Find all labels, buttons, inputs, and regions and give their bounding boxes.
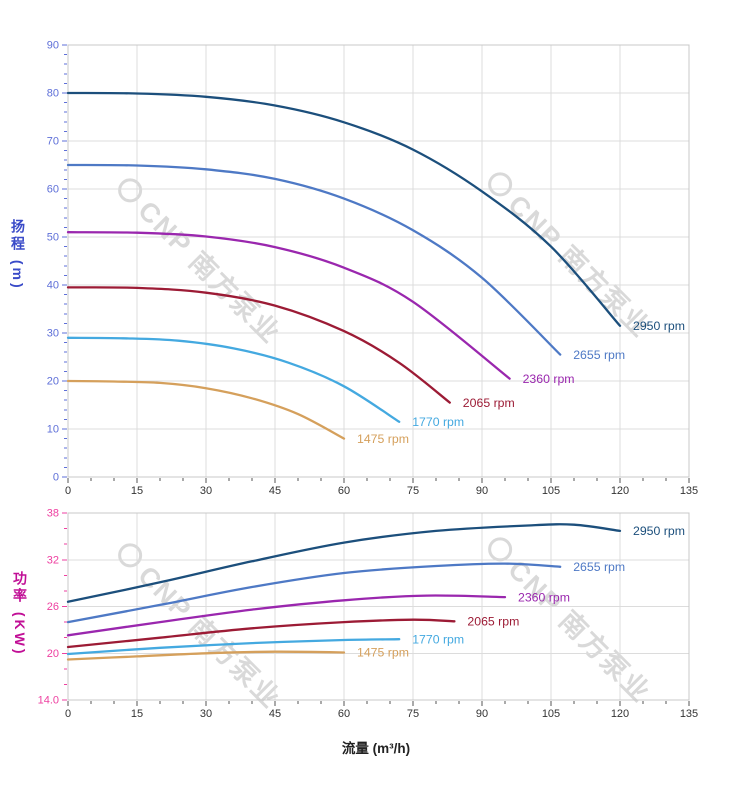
y-tick-label: 38 xyxy=(47,508,59,520)
curve-label-1770-rpm: 1770 rpm xyxy=(412,415,464,429)
x-tick-label: 75 xyxy=(407,708,419,720)
curve-label-2360-rpm: 2360 rpm xyxy=(523,372,575,386)
power-flow-chart: 0 15 30 45 60 75 90 105 120 135 14.0 20 26 32 38 2950 r… xyxy=(38,508,699,721)
curve-label-2655-rpm: 2655 rpm xyxy=(573,560,625,574)
curve-2065-rpm xyxy=(66,618,456,649)
x-tick-label: 0 xyxy=(65,708,71,720)
curve-1770-rpm xyxy=(66,336,401,423)
curve-2655-rpm xyxy=(66,562,562,624)
x-tick-label: 105 xyxy=(542,708,560,720)
x-tick-label: 105 xyxy=(542,485,560,497)
curve-label-2950-rpm: 2950 rpm xyxy=(633,524,685,538)
x-tick-label: 30 xyxy=(200,485,212,497)
plot-border xyxy=(67,512,690,701)
y-tick-label: 20 xyxy=(47,648,59,660)
x-tick-label: 135 xyxy=(680,485,698,497)
curve-1475-rpm xyxy=(66,650,346,661)
y-tick-label: 20 xyxy=(47,376,59,388)
x-tick-label: 120 xyxy=(611,708,629,720)
curve-2950-rpm xyxy=(66,523,622,603)
y-tick-label: 60 xyxy=(47,184,59,196)
curve-label-2065-rpm: 2065 rpm xyxy=(463,396,515,410)
x-tick-label: 15 xyxy=(131,485,143,497)
curve-label-1475-rpm: 1475 rpm xyxy=(357,646,409,660)
y-tick-label: 14.0 xyxy=(38,695,59,707)
curve-label-2655-rpm: 2655 rpm xyxy=(573,348,625,362)
curve-label-2360-rpm: 2360 rpm xyxy=(518,590,570,604)
head-axis-title: 扬程 (m) xyxy=(10,219,26,291)
curve-label-2950-rpm: 2950 rpm xyxy=(633,319,685,333)
y-tick-label: 30 xyxy=(47,328,59,340)
curve-label-2065-rpm: 2065 rpm xyxy=(467,615,519,629)
y-tick-label: 32 xyxy=(47,554,59,566)
y-tick-label: 70 xyxy=(47,136,59,148)
x-tick-label: 90 xyxy=(476,485,488,497)
x-tick-label: 75 xyxy=(407,485,419,497)
curve-2360-rpm xyxy=(66,231,511,380)
plot-border xyxy=(67,44,690,478)
y-tick-label: 80 xyxy=(47,88,59,100)
y-tick-label: 26 xyxy=(47,601,59,613)
x-tick-label: 135 xyxy=(680,708,698,720)
head-flow-chart: 0 15 30 45 60 75 90 105 120 135 0 10 20 30 40 50 60 70 80 9… xyxy=(47,40,698,498)
x-tick-label: 15 xyxy=(131,708,143,720)
curve-2360-rpm xyxy=(66,594,507,637)
y-tick-label: 50 xyxy=(47,232,59,244)
curve-label-1770-rpm: 1770 rpm xyxy=(412,632,464,646)
x-tick-label: 0 xyxy=(65,485,71,497)
y-tick-label: 90 xyxy=(47,40,59,52)
flow-axis-title: 流量 (m³/h) xyxy=(341,741,411,756)
x-tick-label: 90 xyxy=(476,708,488,720)
x-tick-label: 45 xyxy=(269,708,281,720)
curve-1475-rpm xyxy=(66,379,346,440)
x-tick-label: 60 xyxy=(338,485,350,497)
x-tick-label: 120 xyxy=(611,485,629,497)
y-tick-label: 10 xyxy=(47,424,59,436)
x-tick-label: 60 xyxy=(338,708,350,720)
x-tick-label: 45 xyxy=(269,485,281,497)
power-axis-title: 功率 (KW) xyxy=(12,571,28,657)
y-tick-label: 40 xyxy=(47,280,59,292)
y-tick-label: 0 xyxy=(53,472,59,484)
curve-2950-rpm xyxy=(66,91,622,327)
curve-label-1475-rpm: 1475 rpm xyxy=(357,432,409,446)
x-tick-label: 30 xyxy=(200,708,212,720)
curve-2655-rpm xyxy=(66,163,562,356)
curve-1770-rpm xyxy=(66,638,401,656)
curve-2065-rpm xyxy=(66,286,451,404)
